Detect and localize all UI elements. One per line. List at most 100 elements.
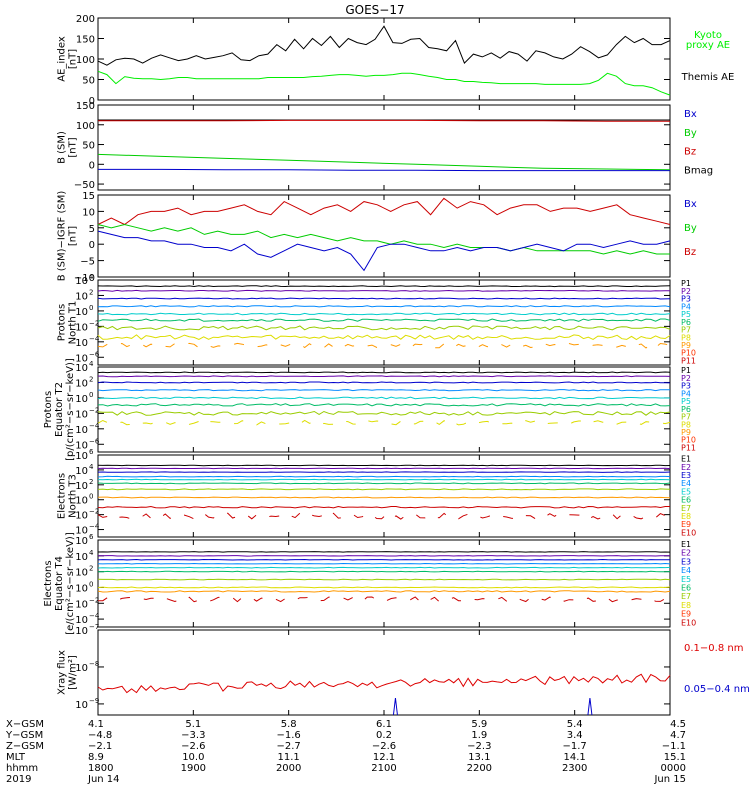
legend-label: 0.05−0.4 nm <box>684 684 750 695</box>
series-line <box>97 342 671 349</box>
series-line <box>97 396 670 400</box>
y-tick-exponent: 0 <box>89 391 93 399</box>
ephemeris-value: 5.8 <box>281 719 297 730</box>
legend-label: By <box>684 128 697 139</box>
legend-label: E9 <box>681 520 691 529</box>
legend-label: P1 <box>681 366 691 375</box>
ephemeris-row-label: hhmm <box>6 763 38 774</box>
y-tick-exponent: −7 <box>89 623 99 631</box>
series-line <box>97 289 671 292</box>
y-tick-exponent: −4 <box>89 422 100 430</box>
series-line <box>97 25 671 66</box>
y-tick-label: 10 <box>75 481 88 492</box>
series-line <box>97 586 671 589</box>
ephemeris-row-label: X−GSM <box>6 719 44 730</box>
series-line <box>97 70 671 96</box>
y-tick-exponent: −2 <box>89 406 99 414</box>
y-axis-label: Protons <box>43 391 54 428</box>
ephemeris-value: −2.1 <box>88 741 112 752</box>
y-tick-label: 10 <box>75 599 88 610</box>
legend-label: E7 <box>681 592 691 601</box>
y-tick-label: 100 <box>76 55 95 66</box>
ephemeris-value: 4.1 <box>88 719 104 730</box>
series-line <box>97 590 671 593</box>
legend-label: Bmag <box>684 165 713 176</box>
y-tick-label: 150 <box>76 35 95 46</box>
series-line <box>97 297 671 300</box>
y-tick-label: 10 <box>75 409 88 420</box>
legend-label: P8 <box>681 333 691 342</box>
legend-label: E4 <box>681 566 691 575</box>
legend-label: P6 <box>681 318 691 327</box>
legend-label: E10 <box>681 618 696 627</box>
legend-label: proxy AE <box>686 40 730 51</box>
y-tick-label: 10 <box>75 552 88 563</box>
y-tick-label: 10 <box>75 291 88 302</box>
y-tick-label: 10 <box>75 536 88 547</box>
legend-label: Kyoto <box>694 30 722 41</box>
ephemeris-value: 10.0 <box>182 752 204 763</box>
y-tick-exponent: 2 <box>89 478 93 486</box>
series-line <box>97 488 671 491</box>
y-axis-label: Electrons <box>43 560 54 606</box>
panel-frame <box>97 539 671 628</box>
panel-frame <box>97 454 671 538</box>
y-tick-label: 0 <box>89 160 95 171</box>
series-line <box>97 410 671 416</box>
series-line <box>97 285 671 288</box>
xray-short-spike <box>392 697 398 716</box>
ephemeris-value: −1.7 <box>563 741 587 752</box>
y-axis-label: [p/(cm²−s−sr−keV)] <box>65 358 76 461</box>
y-tick-exponent: −8 <box>89 660 99 668</box>
y-axis-label: Electrons <box>57 473 68 519</box>
ephemeris-value: 3.4 <box>567 730 583 741</box>
series-line <box>97 325 671 331</box>
series-line <box>98 168 670 172</box>
ephemeris-value: −4.8 <box>88 730 112 741</box>
series-line <box>97 578 671 581</box>
ephemeris-value: Jun 15 <box>653 774 686 785</box>
series-line <box>97 334 671 341</box>
series-line <box>97 389 670 392</box>
series-line <box>97 566 671 569</box>
ephemeris-value: 4.5 <box>670 719 686 730</box>
y-tick-exponent: 4 <box>89 360 94 368</box>
ephemeris-value: 4.7 <box>670 730 686 741</box>
legend-label: E8 <box>681 601 691 610</box>
ephemeris-value: 2100 <box>371 763 396 774</box>
series-line <box>97 312 671 316</box>
panel-frame <box>97 17 671 101</box>
y-axis-label: North T1 <box>68 301 79 345</box>
y-tick-exponent: 2 <box>89 375 93 383</box>
y-tick-label: 10 <box>75 526 88 537</box>
panel-frame <box>97 194 671 278</box>
legend-label: Bx <box>684 199 697 210</box>
legend-label: P3 <box>681 295 691 304</box>
y-tick-exponent: 2 <box>89 565 93 573</box>
y-axis-label: AE_index <box>57 36 68 82</box>
series-line <box>97 375 671 378</box>
y-axis-label: B (SM) <box>57 131 68 164</box>
legend-label: P11 <box>681 356 696 365</box>
legend-label: P4 <box>681 302 691 311</box>
y-tick-label: 10 <box>75 663 88 674</box>
y-tick-exponent: −9 <box>89 697 99 705</box>
y-tick-label: 10 <box>75 338 88 349</box>
y-tick-label: 10 <box>75 276 88 287</box>
y-tick-exponent: −2 <box>89 596 99 604</box>
legend-label: E3 <box>681 557 691 566</box>
series-line <box>97 673 671 694</box>
legend-label: E6 <box>681 583 691 592</box>
ephemeris-value: 8.9 <box>88 752 104 763</box>
ephemeris-value: 5.1 <box>185 719 201 730</box>
y-axis-label: Xray flux <box>57 650 68 695</box>
y-tick-label: 10 <box>75 440 88 451</box>
panel-3: −10 −5 0 5 10 15 B (SM)−IGRF (SM) [nT] Bx By Bz <box>57 191 697 284</box>
ephemeris-value: 1800 <box>88 763 113 774</box>
legend-label: E1 <box>681 540 691 549</box>
series-line <box>98 570 671 573</box>
